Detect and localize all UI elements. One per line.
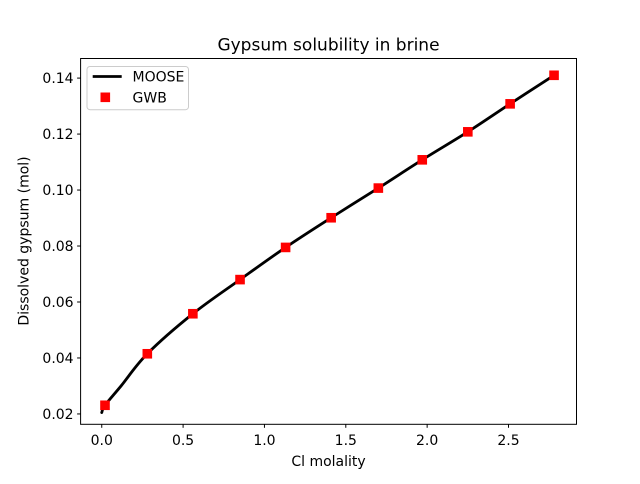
x-tick-label: 1.0 (253, 433, 275, 449)
x-axis-ticks: 0.0 0.5 1.0 1.5 2.0 2.5 (91, 424, 520, 449)
gwb-marker (280, 242, 291, 253)
plot-area-border (80, 58, 577, 425)
legend: MOOSE GWB (86, 66, 189, 111)
legend-label-gwb: GWB (133, 90, 167, 106)
gwb-marker (326, 212, 336, 223)
gwb-marker (100, 400, 110, 411)
x-tick-label: 1.5 (335, 433, 357, 449)
y-axis-label: Dissolved gypsum (mol) (17, 156, 33, 325)
gwb-marker (188, 308, 198, 319)
legend-square-marker-gwb (100, 92, 111, 103)
moose-line (100, 73, 556, 414)
x-tick-label: 2.5 (497, 433, 519, 449)
y-tick-label: 0.10 (42, 183, 73, 199)
y-tick-label: 0.02 (42, 407, 73, 423)
gwb-marker (235, 274, 245, 285)
y-tick-label: 0.12 (42, 127, 73, 143)
gwb-marker (505, 99, 515, 109)
x-axis-label: Cl molality (291, 454, 365, 470)
data-series (100, 70, 559, 414)
x-tick-label: 2.0 (416, 433, 438, 449)
x-tick-label: 0.0 (91, 433, 113, 449)
gwb-marker (549, 70, 559, 81)
y-tick-label: 0.06 (42, 295, 73, 311)
y-axis-ticks: 0.02 0.04 0.06 0.08 0.10 0.12 0.14 (42, 71, 81, 423)
x-tick-label: 0.5 (172, 433, 194, 449)
y-tick-label: 0.14 (42, 71, 73, 87)
gwb-marker (417, 155, 428, 165)
gwb-marker (142, 348, 153, 359)
gwb-marker (463, 127, 473, 137)
y-tick-label: 0.08 (42, 239, 73, 255)
legend-label-moose: MOOSE (133, 70, 185, 86)
y-tick-label: 0.04 (42, 351, 73, 367)
chart-title: Gypsum solubility in brine (217, 36, 439, 56)
gwb-marker (373, 183, 384, 193)
